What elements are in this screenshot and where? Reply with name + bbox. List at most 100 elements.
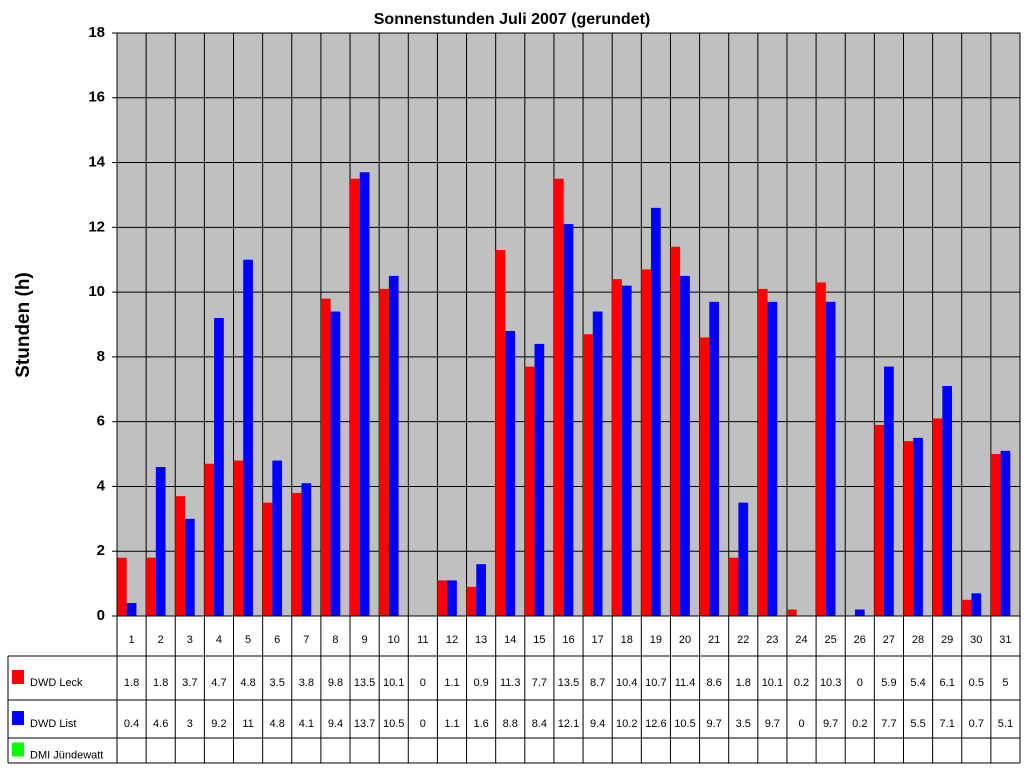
y-tick-label: 16 — [88, 89, 105, 106]
value-label: 1.1 — [444, 677, 459, 689]
bar — [272, 460, 283, 616]
value-label: 3.5 — [736, 718, 751, 730]
x-tick-label: 3 — [187, 634, 193, 646]
value-label: 9.7 — [706, 718, 721, 730]
x-tick-label: 9 — [362, 634, 368, 646]
x-tick-label: 20 — [679, 634, 691, 646]
bar — [563, 224, 574, 616]
bar — [757, 288, 768, 616]
value-label: 8.6 — [706, 677, 721, 689]
x-tick-label: 29 — [941, 634, 953, 646]
value-label: 9.2 — [211, 718, 226, 730]
y-tick-label: 18 — [88, 24, 105, 41]
bar — [884, 366, 894, 616]
value-label: 0.7 — [969, 718, 984, 730]
bar — [961, 599, 972, 616]
value-label: 0.5 — [969, 677, 984, 689]
legend-label: DWD Leck — [30, 677, 83, 689]
x-tick-label: 5 — [245, 634, 251, 646]
value-label: 5.4 — [910, 677, 925, 689]
bar — [534, 343, 545, 616]
bar — [553, 178, 564, 616]
bar — [670, 246, 681, 616]
bar — [155, 467, 166, 616]
bar — [592, 311, 603, 616]
bar — [476, 564, 486, 616]
x-tick-label: 22 — [737, 634, 749, 646]
bar — [767, 301, 778, 616]
bar — [583, 334, 593, 616]
bar — [524, 366, 535, 616]
y-axis-label: Stunden (h) — [13, 272, 34, 378]
bar — [301, 483, 312, 616]
bar — [117, 557, 127, 616]
x-tick-label: 1 — [129, 634, 135, 646]
bar — [709, 301, 719, 616]
x-tick-label: 24 — [795, 634, 807, 646]
value-label: 0 — [420, 718, 426, 730]
legend-key — [12, 670, 24, 684]
x-tick-label: 25 — [825, 634, 837, 646]
value-label: 0.2 — [852, 718, 867, 730]
value-label: 0.9 — [473, 677, 488, 689]
value-label: 4.8 — [240, 677, 255, 689]
y-tick-label: 4 — [97, 477, 106, 494]
value-label: 13.7 — [354, 718, 375, 730]
value-label: 3.8 — [299, 677, 314, 689]
x-tick-label: 6 — [274, 634, 280, 646]
bar — [505, 330, 516, 616]
bar — [495, 250, 506, 616]
value-label: 11 — [242, 718, 253, 730]
x-tick-label: 13 — [475, 634, 487, 646]
value-label: 1.1 — [444, 718, 459, 730]
value-label: 9.7 — [823, 718, 838, 730]
x-tick-label: 7 — [303, 634, 309, 646]
x-tick-label: 30 — [970, 634, 982, 646]
bar — [214, 318, 224, 616]
value-label: 5 — [1002, 677, 1008, 689]
x-tick-label: 8 — [332, 634, 338, 646]
y-tick-label: 14 — [88, 154, 105, 171]
y-tick-label: 6 — [97, 413, 105, 430]
value-label: 4.7 — [211, 677, 226, 689]
bar — [184, 518, 195, 616]
value-label: 0 — [420, 677, 426, 689]
value-label: 1.8 — [153, 677, 168, 689]
bar — [204, 463, 215, 616]
value-label: 1.8 — [124, 677, 139, 689]
bar — [990, 454, 1001, 616]
value-label: 0.2 — [794, 677, 809, 689]
value-label: 9.4 — [328, 718, 343, 730]
bar — [825, 301, 836, 616]
legend-label: DWD List — [30, 718, 76, 730]
value-label: 8.8 — [503, 718, 518, 730]
bar — [447, 580, 457, 616]
legend-key — [12, 742, 24, 757]
bar — [971, 593, 982, 616]
value-label: 10.4 — [616, 677, 637, 689]
bar — [874, 424, 885, 616]
value-label: 5.9 — [881, 677, 896, 689]
bar — [913, 437, 923, 616]
value-label: 7.7 — [881, 718, 896, 730]
x-tick-label: 14 — [504, 634, 516, 646]
bar — [466, 586, 477, 616]
value-label: 10.5 — [383, 718, 404, 730]
x-tick-label: 26 — [854, 634, 866, 646]
value-label: 3 — [187, 718, 193, 730]
bar — [612, 279, 622, 616]
value-label: 6.1 — [940, 677, 955, 689]
bar — [728, 557, 739, 616]
bar — [243, 259, 253, 616]
bar — [262, 502, 273, 616]
x-tick-label: 19 — [650, 634, 662, 646]
value-label: 4.1 — [299, 718, 314, 730]
value-label: 10.5 — [674, 718, 695, 730]
value-label: 7.1 — [940, 718, 955, 730]
legend-label: DMI Jündewatt — [30, 749, 103, 761]
bar — [175, 496, 185, 616]
value-label: 5.5 — [910, 718, 925, 730]
x-tick-label: 15 — [533, 634, 545, 646]
chart-title: Sonnenstunden Juli 2007 (gerundet) — [374, 11, 650, 28]
bar — [437, 580, 448, 616]
